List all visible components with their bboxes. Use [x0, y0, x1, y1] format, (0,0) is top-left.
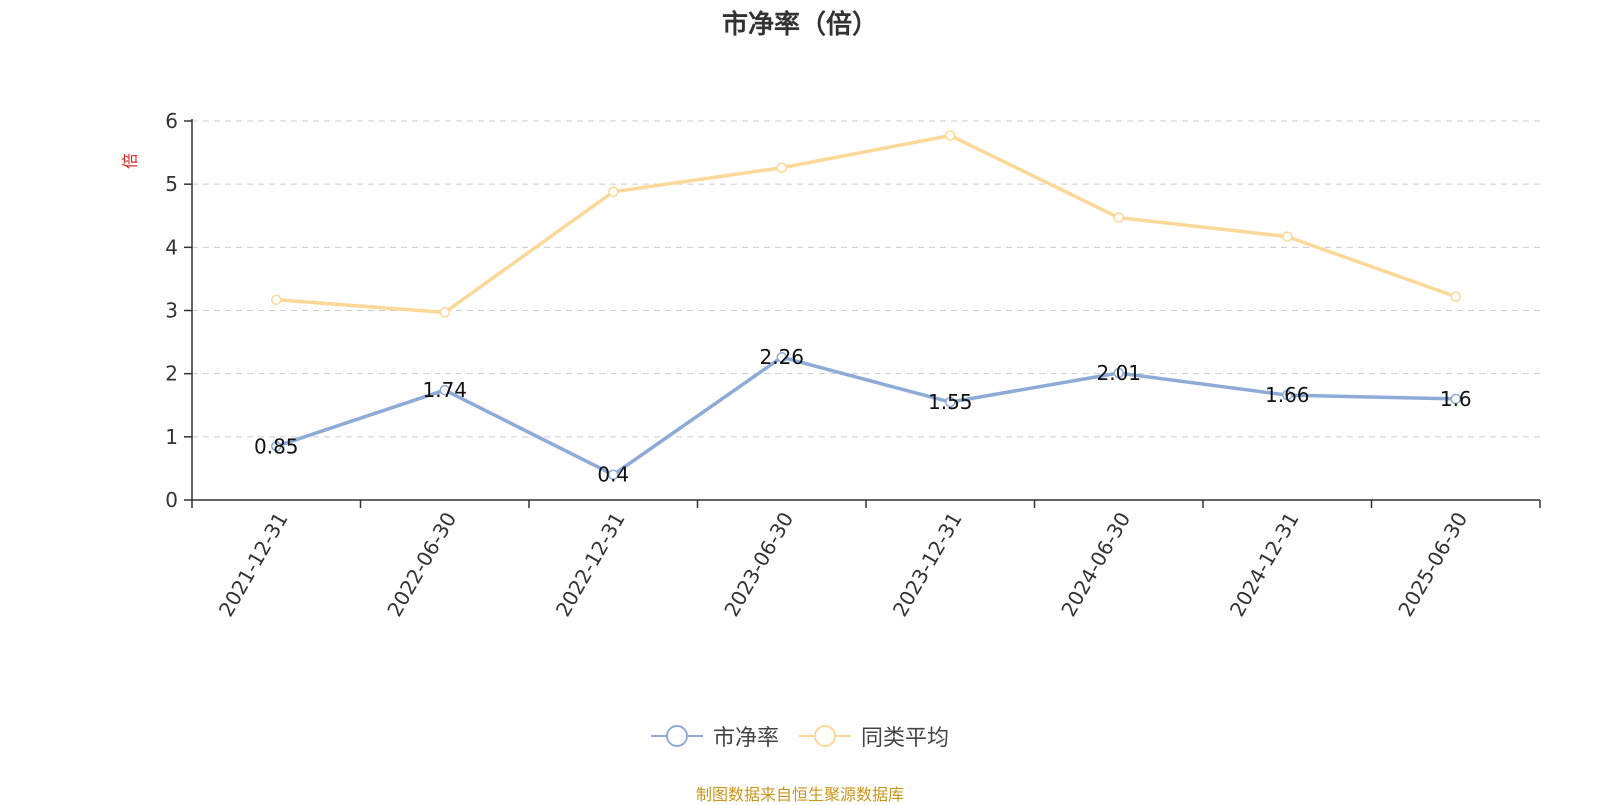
data-point-1	[1113, 212, 1124, 223]
data-point-0	[1282, 389, 1293, 401]
data-label: 0.4	[597, 463, 629, 487]
y-axis-unit-label: 倍	[121, 153, 140, 169]
y-tick-label: 3	[165, 299, 178, 323]
data-point-0	[1113, 367, 1124, 379]
data-point-1	[439, 307, 450, 318]
y-tick-label: 4	[165, 235, 178, 259]
x-tick-label: 2021-12-31	[214, 508, 293, 621]
legend-item-pb[interactable]: 市净率	[650, 720, 779, 752]
source-note: 制图数据来自恒生聚源数据库	[695, 785, 904, 804]
data-label: 2.01	[1096, 361, 1141, 385]
data-label: 1.6	[1440, 387, 1472, 411]
legend-label-pb: 市净率	[712, 726, 779, 751]
y-tick-label: 6	[165, 109, 178, 133]
series-line-0	[275, 355, 1456, 477]
y-tick-label: 2	[165, 362, 178, 386]
data-point-1	[1282, 231, 1293, 242]
data-label: 1.55	[928, 390, 973, 414]
data-label: 1.74	[422, 378, 467, 402]
x-tick-label: 2024-06-30	[1056, 508, 1135, 621]
legend-label-peer-avg: 同类平均	[861, 726, 950, 751]
data-point-0	[608, 469, 619, 480]
legend-swatch-peer-avg	[799, 725, 851, 747]
chart-title: 市净率（倍）	[721, 10, 878, 40]
series-line-1	[276, 133, 1457, 315]
x-tick-label: 2024-12-31	[1225, 508, 1304, 621]
legend-swatch-pb	[650, 725, 703, 747]
data-label: 2.26	[759, 345, 804, 369]
x-tick-label: 2022-12-31	[551, 508, 630, 621]
data-point-1	[608, 186, 619, 197]
data-label: 0.85	[254, 434, 299, 458]
x-tick-label: 2023-12-31	[888, 508, 967, 621]
data-point-1	[945, 130, 956, 141]
y-tick-label: 1	[165, 425, 178, 449]
data-point-0	[439, 384, 450, 396]
legend: 市净率 同类平均	[0, 720, 1600, 752]
data-point-0	[271, 441, 282, 452]
data-label: 1.66	[1265, 383, 1310, 407]
y-tick-label: 5	[165, 172, 178, 196]
data-point-1	[271, 294, 282, 306]
x-tick-label: 2025-06-30	[1393, 508, 1472, 621]
data-point-0	[945, 396, 956, 408]
x-tick-label: 2022-06-30	[382, 508, 461, 621]
legend-item-peer-avg[interactable]: 同类平均	[799, 720, 949, 752]
data-point-0	[776, 351, 787, 363]
x-tick-label: 2023-06-30	[719, 508, 798, 621]
data-point-1	[1450, 291, 1461, 302]
data-point-1	[776, 162, 787, 173]
y-tick-label: 0	[165, 488, 178, 512]
data-point-0	[1450, 393, 1461, 405]
